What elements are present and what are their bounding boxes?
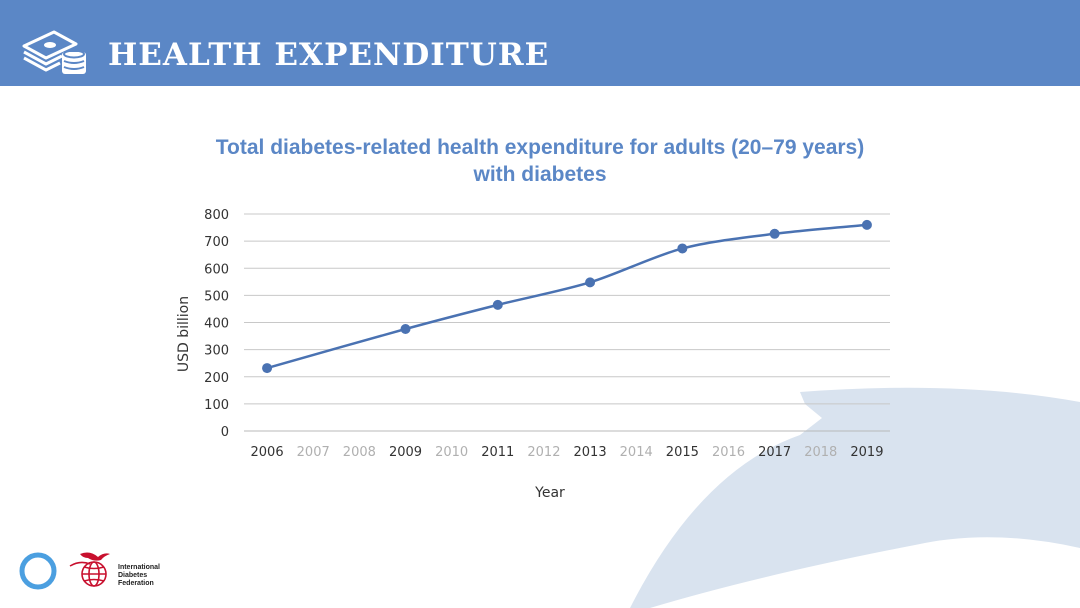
x-tick-label: 2010: [435, 445, 468, 460]
data-point: [585, 277, 596, 288]
y-tick-label: 800: [204, 208, 229, 223]
data-point: [400, 324, 411, 335]
idf-org-line: Federation: [118, 580, 154, 587]
data-point: [769, 228, 780, 239]
y-tick-label: 200: [204, 371, 229, 386]
x-tick-label: 2007: [297, 445, 330, 460]
x-tick-labels: 2006 2007 2008 2009 2010 2011 2012 2013 2014 2015…: [251, 445, 884, 460]
x-tick-label: 2006: [251, 445, 284, 460]
x-tick-label: 2018: [804, 445, 837, 460]
y-tick-label: 600: [204, 262, 229, 277]
y-tick-label: 0: [221, 425, 229, 440]
x-axis-label: Year: [534, 485, 565, 501]
series-line: [266, 223, 868, 370]
chart-title-line: Total diabetes-related health expenditur…: [216, 136, 864, 159]
idf-org-line: International: [118, 564, 161, 571]
x-tick-label: 2019: [850, 445, 883, 460]
y-tick-label: 300: [204, 344, 229, 359]
x-tick-label: 2011: [481, 445, 514, 460]
chart-title-line: with diabetes: [472, 163, 606, 186]
x-tick-label: 2017: [758, 445, 791, 460]
blue-circle-icon: [19, 552, 57, 590]
x-tick-label: 2012: [527, 445, 560, 460]
idf-org-line: Diabetes: [118, 572, 148, 579]
x-tick-label: 2015: [666, 445, 699, 460]
y-tick-label: 400: [204, 317, 229, 332]
x-tick-label: 2008: [343, 445, 376, 460]
y-tick-label: 100: [204, 398, 229, 413]
y-tick-label: 700: [204, 235, 229, 250]
data-point: [262, 363, 273, 374]
decor-arc-shape: [630, 387, 1080, 608]
x-tick-label: 2013: [574, 445, 607, 460]
page-title: HEALTH EXPENDITURE: [108, 37, 550, 73]
data-point: [861, 219, 872, 230]
y-axis-label: USD billion: [176, 296, 192, 372]
y-tick-labels: 0 100 200 300 400 500 600 700 800: [204, 208, 229, 440]
data-point: [492, 299, 503, 310]
x-tick-label: 2009: [389, 445, 422, 460]
grid-lines: [244, 213, 890, 432]
series-group: [262, 219, 872, 374]
chart-title: Total diabetes-related health expenditur…: [216, 136, 864, 186]
idf-org-name: International Diabetes Federation: [118, 564, 160, 588]
y-tick-label: 500: [204, 289, 229, 304]
data-point: [677, 243, 688, 254]
idf-bird-globe-icon: [69, 552, 110, 587]
x-tick-label: 2014: [620, 445, 653, 460]
money-stack-icon: [22, 30, 86, 74]
header-bar: HEALTH EXPENDITURE: [0, 0, 1080, 86]
x-tick-label: 2016: [712, 445, 745, 460]
